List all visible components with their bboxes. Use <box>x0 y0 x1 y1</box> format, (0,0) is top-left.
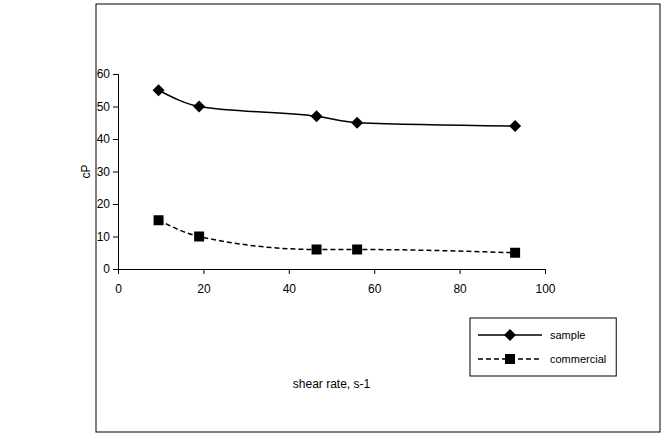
series-line <box>159 90 516 126</box>
y-tick: 20 <box>97 197 118 211</box>
data-point <box>154 215 164 225</box>
data-point <box>153 84 165 96</box>
chart: 0 20 40 60 80 100 0 10 20 30 40 50 60 shear rate, s-1… <box>0 0 666 436</box>
y-tick: 40 <box>97 132 118 146</box>
y-tick-mark <box>113 204 118 205</box>
y-tick-mark <box>113 269 118 270</box>
x-tick: 80 <box>453 269 467 296</box>
y-tick-mark <box>113 237 118 238</box>
legend: sample commercial <box>470 318 616 376</box>
x-tick-label: 0 <box>115 282 122 296</box>
y-tick: 50 <box>97 100 118 114</box>
x-tick: 20 <box>197 269 211 296</box>
y-tick-mark <box>113 139 118 140</box>
x-tick-label: 80 <box>453 282 467 296</box>
y-axis: 0 10 20 30 40 50 60 <box>97 67 119 276</box>
data-point <box>312 245 322 255</box>
x-tick: 100 <box>535 269 555 296</box>
y-tick-mark <box>113 172 118 173</box>
x-tick-mark <box>460 269 461 274</box>
x-tick-label: 100 <box>535 282 555 296</box>
y-tick-label: 10 <box>97 230 111 244</box>
data-point <box>351 117 363 129</box>
legend-marker <box>504 329 516 341</box>
y-tick-label: 40 <box>97 132 111 146</box>
x-axis-title: shear rate, s-1 <box>293 377 371 391</box>
y-tick-label: 50 <box>97 100 111 114</box>
x-tick-mark <box>203 269 204 274</box>
legend-marker <box>505 354 515 364</box>
y-axis-line <box>113 75 119 270</box>
y-tick: 0 <box>103 262 118 276</box>
plot-area <box>153 84 522 258</box>
data-point <box>193 101 205 113</box>
data-point <box>311 110 323 122</box>
chart-frame <box>96 4 660 432</box>
data-point <box>510 248 520 258</box>
x-tick-mark <box>289 269 290 274</box>
x-tick-label: 60 <box>368 282 382 296</box>
y-tick: 60 <box>97 67 118 81</box>
x-tick-label: 40 <box>283 282 297 296</box>
x-axis: 0 20 40 60 80 100 <box>115 269 556 296</box>
data-point <box>194 232 204 242</box>
legend-label: sample <box>550 329 585 341</box>
y-tick: 30 <box>97 165 118 179</box>
data-point <box>509 120 521 132</box>
y-tick-mark <box>113 107 118 108</box>
y-tick-mark <box>113 74 118 75</box>
legend-label: commercial <box>550 353 606 365</box>
x-tick-label: 20 <box>197 282 211 296</box>
y-tick-label: 20 <box>97 197 111 211</box>
x-tick-mark <box>545 269 546 274</box>
y-axis-title: cP <box>79 164 93 178</box>
x-axis-line <box>119 270 546 275</box>
x-tick: 0 <box>115 269 122 296</box>
series-line <box>159 220 516 253</box>
x-tick: 40 <box>283 269 297 296</box>
y-tick-label: 30 <box>97 165 111 179</box>
data-point <box>352 245 362 255</box>
legend-box <box>470 318 616 376</box>
y-tick: 10 <box>97 230 118 244</box>
y-tick-label: 60 <box>97 67 111 81</box>
x-tick: 60 <box>368 269 382 296</box>
x-tick-mark <box>374 269 375 274</box>
y-tick-label: 0 <box>103 262 110 276</box>
